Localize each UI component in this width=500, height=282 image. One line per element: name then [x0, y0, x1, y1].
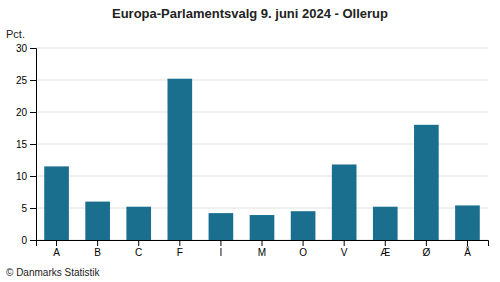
x-tick: V: [341, 240, 348, 258]
tick-label: Ø: [422, 247, 430, 258]
tick-mark: [179, 240, 180, 246]
bars: [44, 79, 480, 240]
tick-label: I: [220, 247, 223, 258]
tick-label: V: [341, 247, 348, 258]
x-tick: M: [258, 240, 266, 258]
tick-mark: [138, 240, 139, 246]
x-tick: F: [177, 240, 183, 258]
y-tick: 25: [16, 75, 36, 86]
y-tick: 30: [16, 43, 36, 54]
tick-label: 15: [16, 139, 28, 150]
title: Europa-Parlamentsvalg 9. juni 2024 - Oll…: [112, 6, 388, 21]
tick-mark: [385, 240, 386, 246]
y-tick: 0: [21, 235, 36, 246]
plot-area: 0 5 10 15 20 25 30 A B C F I M O V Æ Ø Å Pct.: [6, 28, 489, 258]
tick-label: F: [177, 247, 183, 258]
tick-mark: [426, 240, 427, 246]
bar: [332, 164, 357, 240]
tick-mark: [30, 80, 36, 81]
bar: [373, 207, 398, 240]
x-tick: B: [94, 240, 101, 258]
tick-mark: [30, 240, 36, 241]
grid: [36, 48, 488, 240]
y-tick: 20: [16, 107, 36, 118]
tick-mark: [220, 240, 221, 246]
tick-mark: [30, 176, 36, 177]
tick-label: C: [135, 247, 142, 258]
tick-mark: [30, 112, 36, 113]
x-tick: O: [299, 240, 307, 258]
tick-label: 0: [21, 235, 27, 246]
tick-label: B: [94, 247, 101, 258]
tick-label: O: [299, 247, 307, 258]
x-tick: Å: [464, 240, 471, 258]
x-tick: A: [53, 240, 60, 258]
tick-mark: [97, 240, 98, 246]
y-tick: 15: [16, 139, 36, 150]
tick-mark: [262, 240, 263, 246]
chart: Europa-Parlamentsvalg 9. juni 2024 - Oll…: [0, 0, 500, 282]
tick-label: 10: [16, 171, 28, 182]
tick-mark: [30, 144, 36, 145]
bar: [126, 207, 151, 240]
footer: © Danmarks Statistik: [6, 267, 101, 278]
bar: [250, 215, 275, 240]
x-axis: ABCFIMOVÆØÅ: [37, 240, 489, 258]
bar: [455, 205, 480, 240]
grid-line: [36, 80, 488, 81]
tick-label: Å: [464, 246, 471, 258]
tick-mark: [467, 240, 468, 246]
tick-mark: [30, 208, 36, 209]
tick-mark: [30, 48, 36, 49]
tick-mark: [303, 240, 304, 246]
tick-label: 5: [21, 203, 27, 214]
bar: [414, 125, 439, 240]
bar: [167, 79, 192, 240]
y-axis: 0 5 10 15 20 25 30: [16, 43, 37, 246]
x-tick: C: [135, 240, 142, 258]
x-tick: I: [220, 240, 223, 258]
grid-line: [36, 48, 488, 49]
tick-label: A: [53, 247, 60, 258]
y-tick: 5: [21, 203, 36, 214]
x-tick: Æ: [380, 240, 390, 258]
y-tick: 10: [16, 171, 36, 182]
bar: [291, 211, 316, 240]
tick-label: 30: [16, 43, 28, 54]
bar: [44, 166, 69, 240]
axis-line: [30, 49, 37, 241]
tick-label: 25: [16, 75, 28, 86]
tick-label: Æ: [380, 247, 390, 258]
x-tick: Ø: [422, 240, 430, 258]
bar: [209, 213, 234, 240]
y-axis-label: Pct.: [6, 28, 25, 40]
bar: [85, 202, 110, 240]
axis-line: [37, 241, 489, 247]
tick-label: M: [258, 247, 266, 258]
grid-line: [36, 112, 488, 113]
tick-mark: [344, 240, 345, 246]
tick-label: 20: [16, 107, 28, 118]
tick-mark: [56, 240, 57, 246]
